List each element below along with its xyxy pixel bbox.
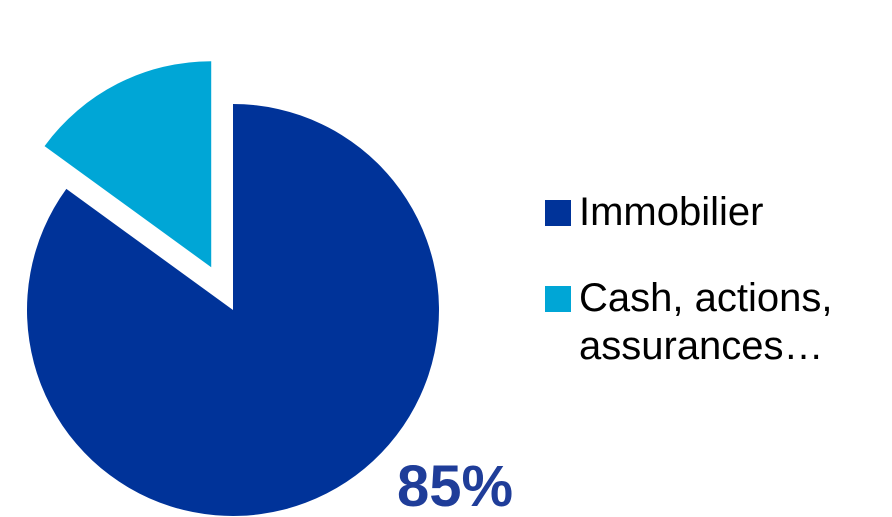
- legend-label: Cash, actions, assurances…: [579, 276, 833, 368]
- pie-slice-immobilier: [26, 104, 439, 516]
- pie-slices: [26, 61, 439, 516]
- legend-label: Immobilier: [579, 190, 764, 234]
- legend-swatch-immobilier: [545, 200, 571, 226]
- pie-slice-cash-actions-assurances: [44, 61, 212, 268]
- legend-item-immobilier: Immobilier: [545, 188, 890, 236]
- slice-data-label-immobilier: 85%: [397, 454, 513, 517]
- legend-swatch-cash-actions-assurances: [545, 286, 571, 312]
- legend: Immobilier Cash, actions, assurances…: [545, 188, 890, 370]
- legend-item-cash-actions-assurances: Cash, actions, assurances…: [545, 274, 890, 370]
